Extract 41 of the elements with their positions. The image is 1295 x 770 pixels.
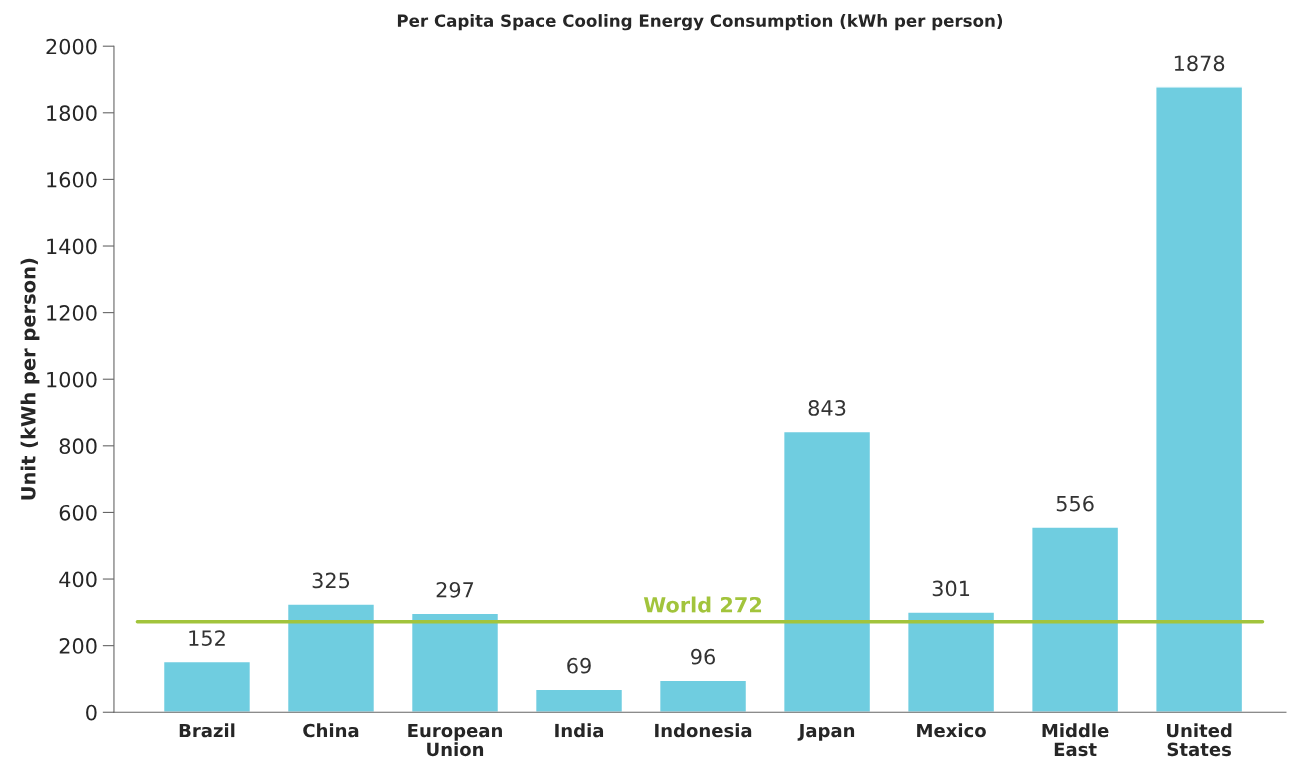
y-tick-label: 400 xyxy=(59,571,97,588)
y-tick-label: 1600 xyxy=(47,171,97,188)
data-label: 96 xyxy=(691,648,715,665)
x-tick-label: Indonesia xyxy=(655,723,752,738)
data-label: 152 xyxy=(189,630,225,646)
x-tick-label: United States xyxy=(1167,723,1232,757)
bar xyxy=(658,679,748,713)
y-tick-label: 2000 xyxy=(46,38,97,55)
chart-title: Per Capita Space Cooling Energy Consumption (kWh per person) xyxy=(397,14,1003,31)
data-label: 843 xyxy=(808,400,846,416)
x-tick-label: Mexico xyxy=(917,723,986,738)
data-label: 301 xyxy=(932,580,970,597)
y-tick-label: 0 xyxy=(86,704,97,721)
data-label: 325 xyxy=(312,572,350,589)
y-tick-label: 1800 xyxy=(47,105,97,122)
bar xyxy=(410,612,500,713)
bar xyxy=(782,430,872,713)
data-label: 69 xyxy=(567,657,591,674)
ref-line-label: World 272 xyxy=(643,596,762,613)
y-tick-label: 1400 xyxy=(47,238,97,255)
y-tick-label: 1200 xyxy=(47,305,97,321)
bar xyxy=(534,688,624,713)
data-label: 556 xyxy=(1056,495,1094,512)
bar xyxy=(286,603,376,713)
y-tick-label: 1000 xyxy=(47,371,97,388)
data-label: 297 xyxy=(436,581,474,598)
x-tick-label: India xyxy=(555,723,604,738)
y-tick-label: 200 xyxy=(59,638,97,654)
bar xyxy=(162,660,252,713)
bar xyxy=(1031,526,1120,713)
y-axis-title: Unit (kWh per person) xyxy=(20,258,40,500)
data-label: 1878 xyxy=(1174,55,1225,72)
bar xyxy=(1155,86,1244,713)
x-tick-label: Brazil xyxy=(179,723,235,738)
x-tick-label: European Union xyxy=(408,723,502,757)
x-tick-label: Middle East xyxy=(1042,723,1109,757)
bar xyxy=(906,611,996,713)
x-tick-label: China xyxy=(303,723,359,738)
y-tick-label: 800 xyxy=(59,438,97,455)
x-tick-label: Japan xyxy=(797,723,855,741)
y-tick-label: 600 xyxy=(59,504,97,521)
